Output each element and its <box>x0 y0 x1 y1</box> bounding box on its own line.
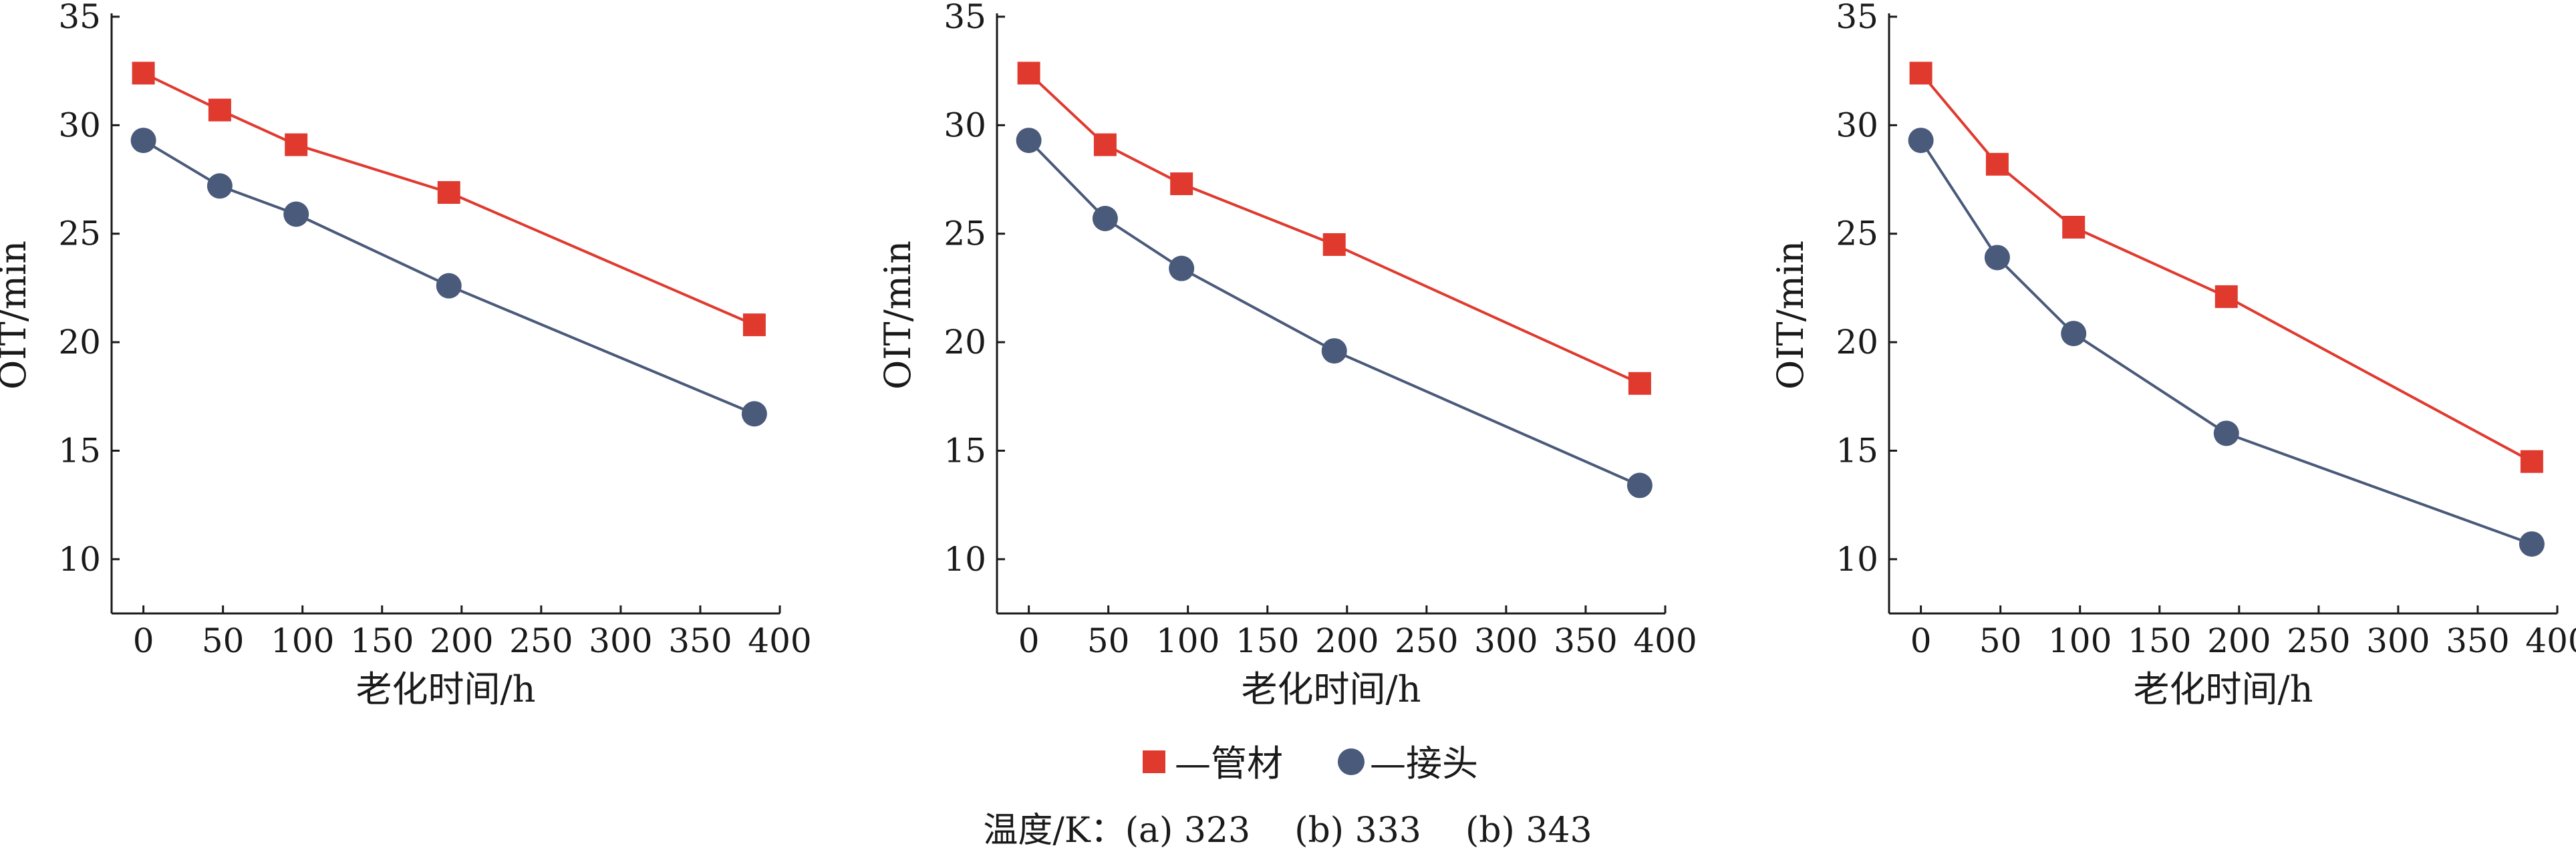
x-tick-label: 0 <box>133 621 154 660</box>
x-tick-label: 100 <box>1156 621 1220 660</box>
data-point-joint <box>741 401 767 427</box>
data-point-pipe <box>1909 61 1933 85</box>
data-point-joint <box>1016 128 1042 154</box>
x-tick-label: 100 <box>271 621 334 660</box>
series-line-joint <box>1028 139 1640 487</box>
data-point-pipe <box>1093 133 1117 156</box>
x-tick-label: 250 <box>1395 621 1458 660</box>
x-tick-label: 350 <box>668 621 732 660</box>
y-tick-label: 35 <box>944 0 986 36</box>
y-tick-label: 25 <box>1836 215 1878 253</box>
data-point-pipe <box>1628 372 1651 395</box>
y-axis-title: OIT/min <box>0 241 34 390</box>
y-tick-label: 30 <box>1836 106 1878 144</box>
data-point-joint <box>436 273 462 299</box>
data-point-joint <box>1321 338 1347 364</box>
data-point-pipe <box>2062 215 2086 239</box>
data-point-pipe <box>1322 233 1346 256</box>
x-tick-label: 250 <box>2287 621 2350 660</box>
data-point-pipe <box>742 313 766 337</box>
x-tick-label: 200 <box>1315 621 1379 660</box>
data-point-pipe <box>1017 61 1040 85</box>
y-tick-label: 25 <box>944 215 986 253</box>
x-tick-label: 150 <box>350 621 414 660</box>
series-line-joint <box>1919 140 2533 545</box>
y-tick-label: 20 <box>58 323 101 362</box>
x-axis-title: 老化时间/h <box>2134 668 2313 710</box>
x-tick-label: 50 <box>202 621 245 660</box>
y-tick-label: 10 <box>58 540 101 579</box>
data-point-joint <box>2519 531 2545 557</box>
data-point-pipe <box>1985 152 2009 176</box>
legend-marker-circle <box>1338 748 1365 775</box>
x-tick-label: 50 <box>1087 621 1130 660</box>
legend-marker-square <box>1143 750 1165 773</box>
x-tick-label: 50 <box>1979 621 2022 660</box>
x-tick-label: 250 <box>509 621 573 660</box>
x-tick-label: 200 <box>430 621 493 660</box>
y-tick-label: 20 <box>1836 323 1878 362</box>
x-tick-label: 300 <box>589 621 652 660</box>
panel-c: 101520253035050100150200250300350400老化时间… <box>1769 0 2576 710</box>
data-point-pipe <box>285 133 308 156</box>
y-tick-label: 35 <box>58 0 101 36</box>
y-axis-title: OIT/min <box>877 241 919 390</box>
x-tick-label: 0 <box>1910 621 1932 660</box>
x-tick-label: 400 <box>748 621 811 660</box>
legend: —管材 —接头 <box>1143 742 1478 785</box>
x-tick-label: 350 <box>1554 621 1617 660</box>
data-point-joint <box>206 173 233 199</box>
legend-label-joint: —接头 <box>1370 742 1478 785</box>
data-point-joint <box>1908 128 1934 154</box>
y-tick-label: 15 <box>58 431 101 470</box>
y-tick-label: 10 <box>944 540 986 579</box>
data-point-joint <box>2061 321 2087 347</box>
figure-caption: 温度/K：(a) 323 (b) 333 (b) 343 <box>983 811 1592 851</box>
data-point-joint <box>1092 205 1118 231</box>
data-point-pipe <box>437 181 460 204</box>
x-tick-label: 400 <box>2525 621 2576 660</box>
x-tick-label: 150 <box>2128 621 2191 660</box>
data-point-pipe <box>1170 172 1193 196</box>
x-tick-label: 200 <box>2207 621 2271 660</box>
y-tick-label: 15 <box>944 431 986 470</box>
y-tick-label: 15 <box>1836 431 1878 470</box>
y-tick-label: 20 <box>944 323 986 362</box>
data-point-pipe <box>132 61 155 85</box>
x-tick-label: 100 <box>2048 621 2112 660</box>
y-tick-label: 30 <box>944 106 986 144</box>
data-point-joint <box>1626 472 1653 499</box>
x-tick-label: 300 <box>1474 621 1538 660</box>
data-point-joint <box>1984 245 2010 271</box>
x-tick-label: 300 <box>2366 621 2430 660</box>
data-point-joint <box>130 128 156 154</box>
y-tick-label: 10 <box>1836 540 1878 579</box>
data-point-pipe <box>2214 285 2238 308</box>
legend-label-pipe: —管材 <box>1175 742 1283 785</box>
data-point-pipe <box>208 98 231 122</box>
data-point-joint <box>2213 420 2239 446</box>
y-tick-label: 30 <box>58 106 101 144</box>
data-point-joint <box>283 201 309 227</box>
x-tick-label: 350 <box>2446 621 2509 660</box>
x-axis-title: 老化时间/h <box>356 668 536 710</box>
y-tick-label: 35 <box>1836 0 1878 36</box>
series-line-pipe <box>1920 72 2533 463</box>
x-tick-label: 0 <box>1018 621 1040 660</box>
x-axis-title: 老化时间/h <box>1242 668 1421 710</box>
x-tick-label: 150 <box>1236 621 1299 660</box>
y-tick-label: 25 <box>58 215 101 253</box>
data-point-pipe <box>2520 450 2543 473</box>
data-point-joint <box>1169 255 1195 281</box>
x-tick-label: 400 <box>1633 621 1697 660</box>
y-axis-title: OIT/min <box>1769 241 1812 390</box>
